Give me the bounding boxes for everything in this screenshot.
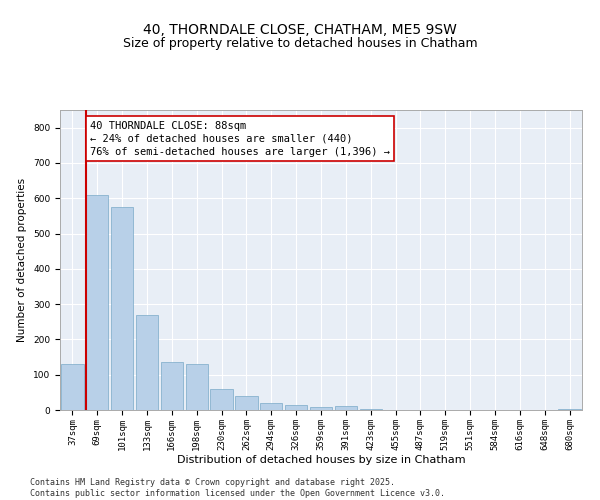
Bar [61,364,83,410]
Bar [211,389,233,410]
Bar [111,207,133,410]
Text: Contains HM Land Registry data © Crown copyright and database right 2025.
Contai: Contains HM Land Registry data © Crown c… [30,478,445,498]
Bar [310,407,332,410]
Bar [185,364,208,410]
Bar [235,396,257,410]
Bar [161,362,183,410]
Bar [335,406,357,410]
Text: 40 THORNDALE CLOSE: 88sqm
← 24% of detached houses are smaller (440)
76% of semi: 40 THORNDALE CLOSE: 88sqm ← 24% of detac… [90,120,390,157]
Bar [260,403,283,410]
X-axis label: Distribution of detached houses by size in Chatham: Distribution of detached houses by size … [176,456,466,466]
Bar [136,314,158,410]
Bar [285,404,307,410]
Y-axis label: Number of detached properties: Number of detached properties [17,178,28,342]
Text: 40, THORNDALE CLOSE, CHATHAM, ME5 9SW: 40, THORNDALE CLOSE, CHATHAM, ME5 9SW [143,22,457,36]
Bar [86,194,109,410]
Text: Size of property relative to detached houses in Chatham: Size of property relative to detached ho… [122,38,478,51]
